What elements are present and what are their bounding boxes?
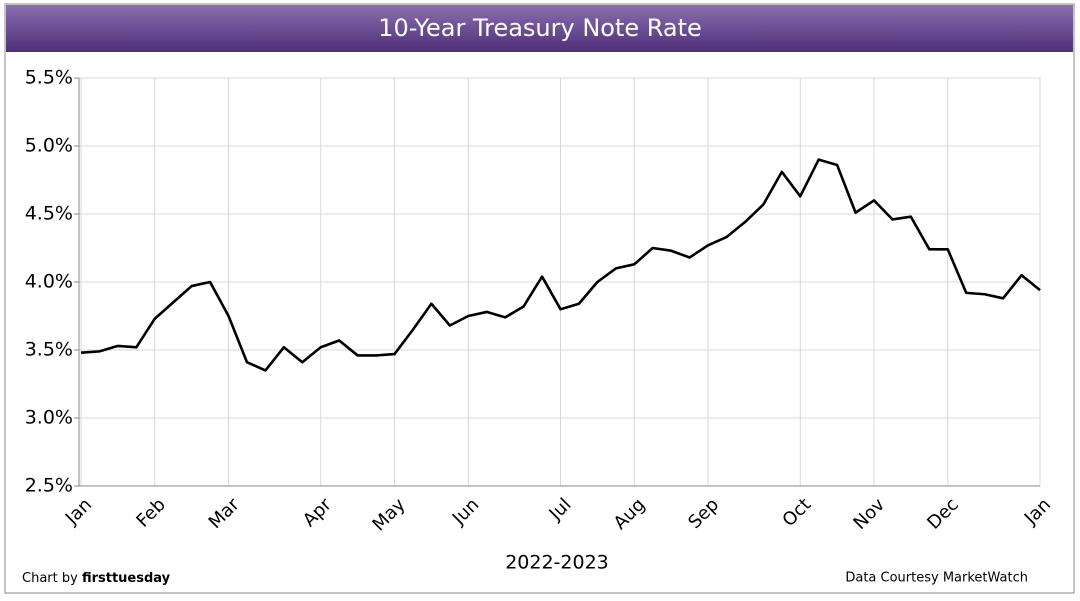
x-axis-label: 2022-2023 bbox=[505, 552, 609, 574]
y-tick-label: 4.5% bbox=[25, 203, 73, 225]
y-tick-label: 5.5% bbox=[25, 67, 73, 89]
y-tick-label: 3.5% bbox=[25, 339, 73, 361]
credit-brand: firsttuesday bbox=[82, 571, 171, 586]
frame bbox=[4, 3, 1075, 594]
title-bar bbox=[6, 5, 1073, 52]
y-tick-label: 3.0% bbox=[25, 407, 73, 429]
line-series bbox=[80, 158, 1041, 372]
source: Data Courtesy MarketWatch bbox=[845, 571, 1028, 586]
credit-prefix: Chart by bbox=[22, 571, 78, 586]
credit: Chart by firsttuesday bbox=[22, 571, 171, 586]
y-tick-label: 2.5% bbox=[25, 475, 73, 497]
chart-title: 10-Year Treasury Note Rate bbox=[378, 14, 702, 42]
y-tick-label: 4.0% bbox=[25, 271, 73, 293]
y-tick-label: 5.0% bbox=[25, 135, 73, 157]
